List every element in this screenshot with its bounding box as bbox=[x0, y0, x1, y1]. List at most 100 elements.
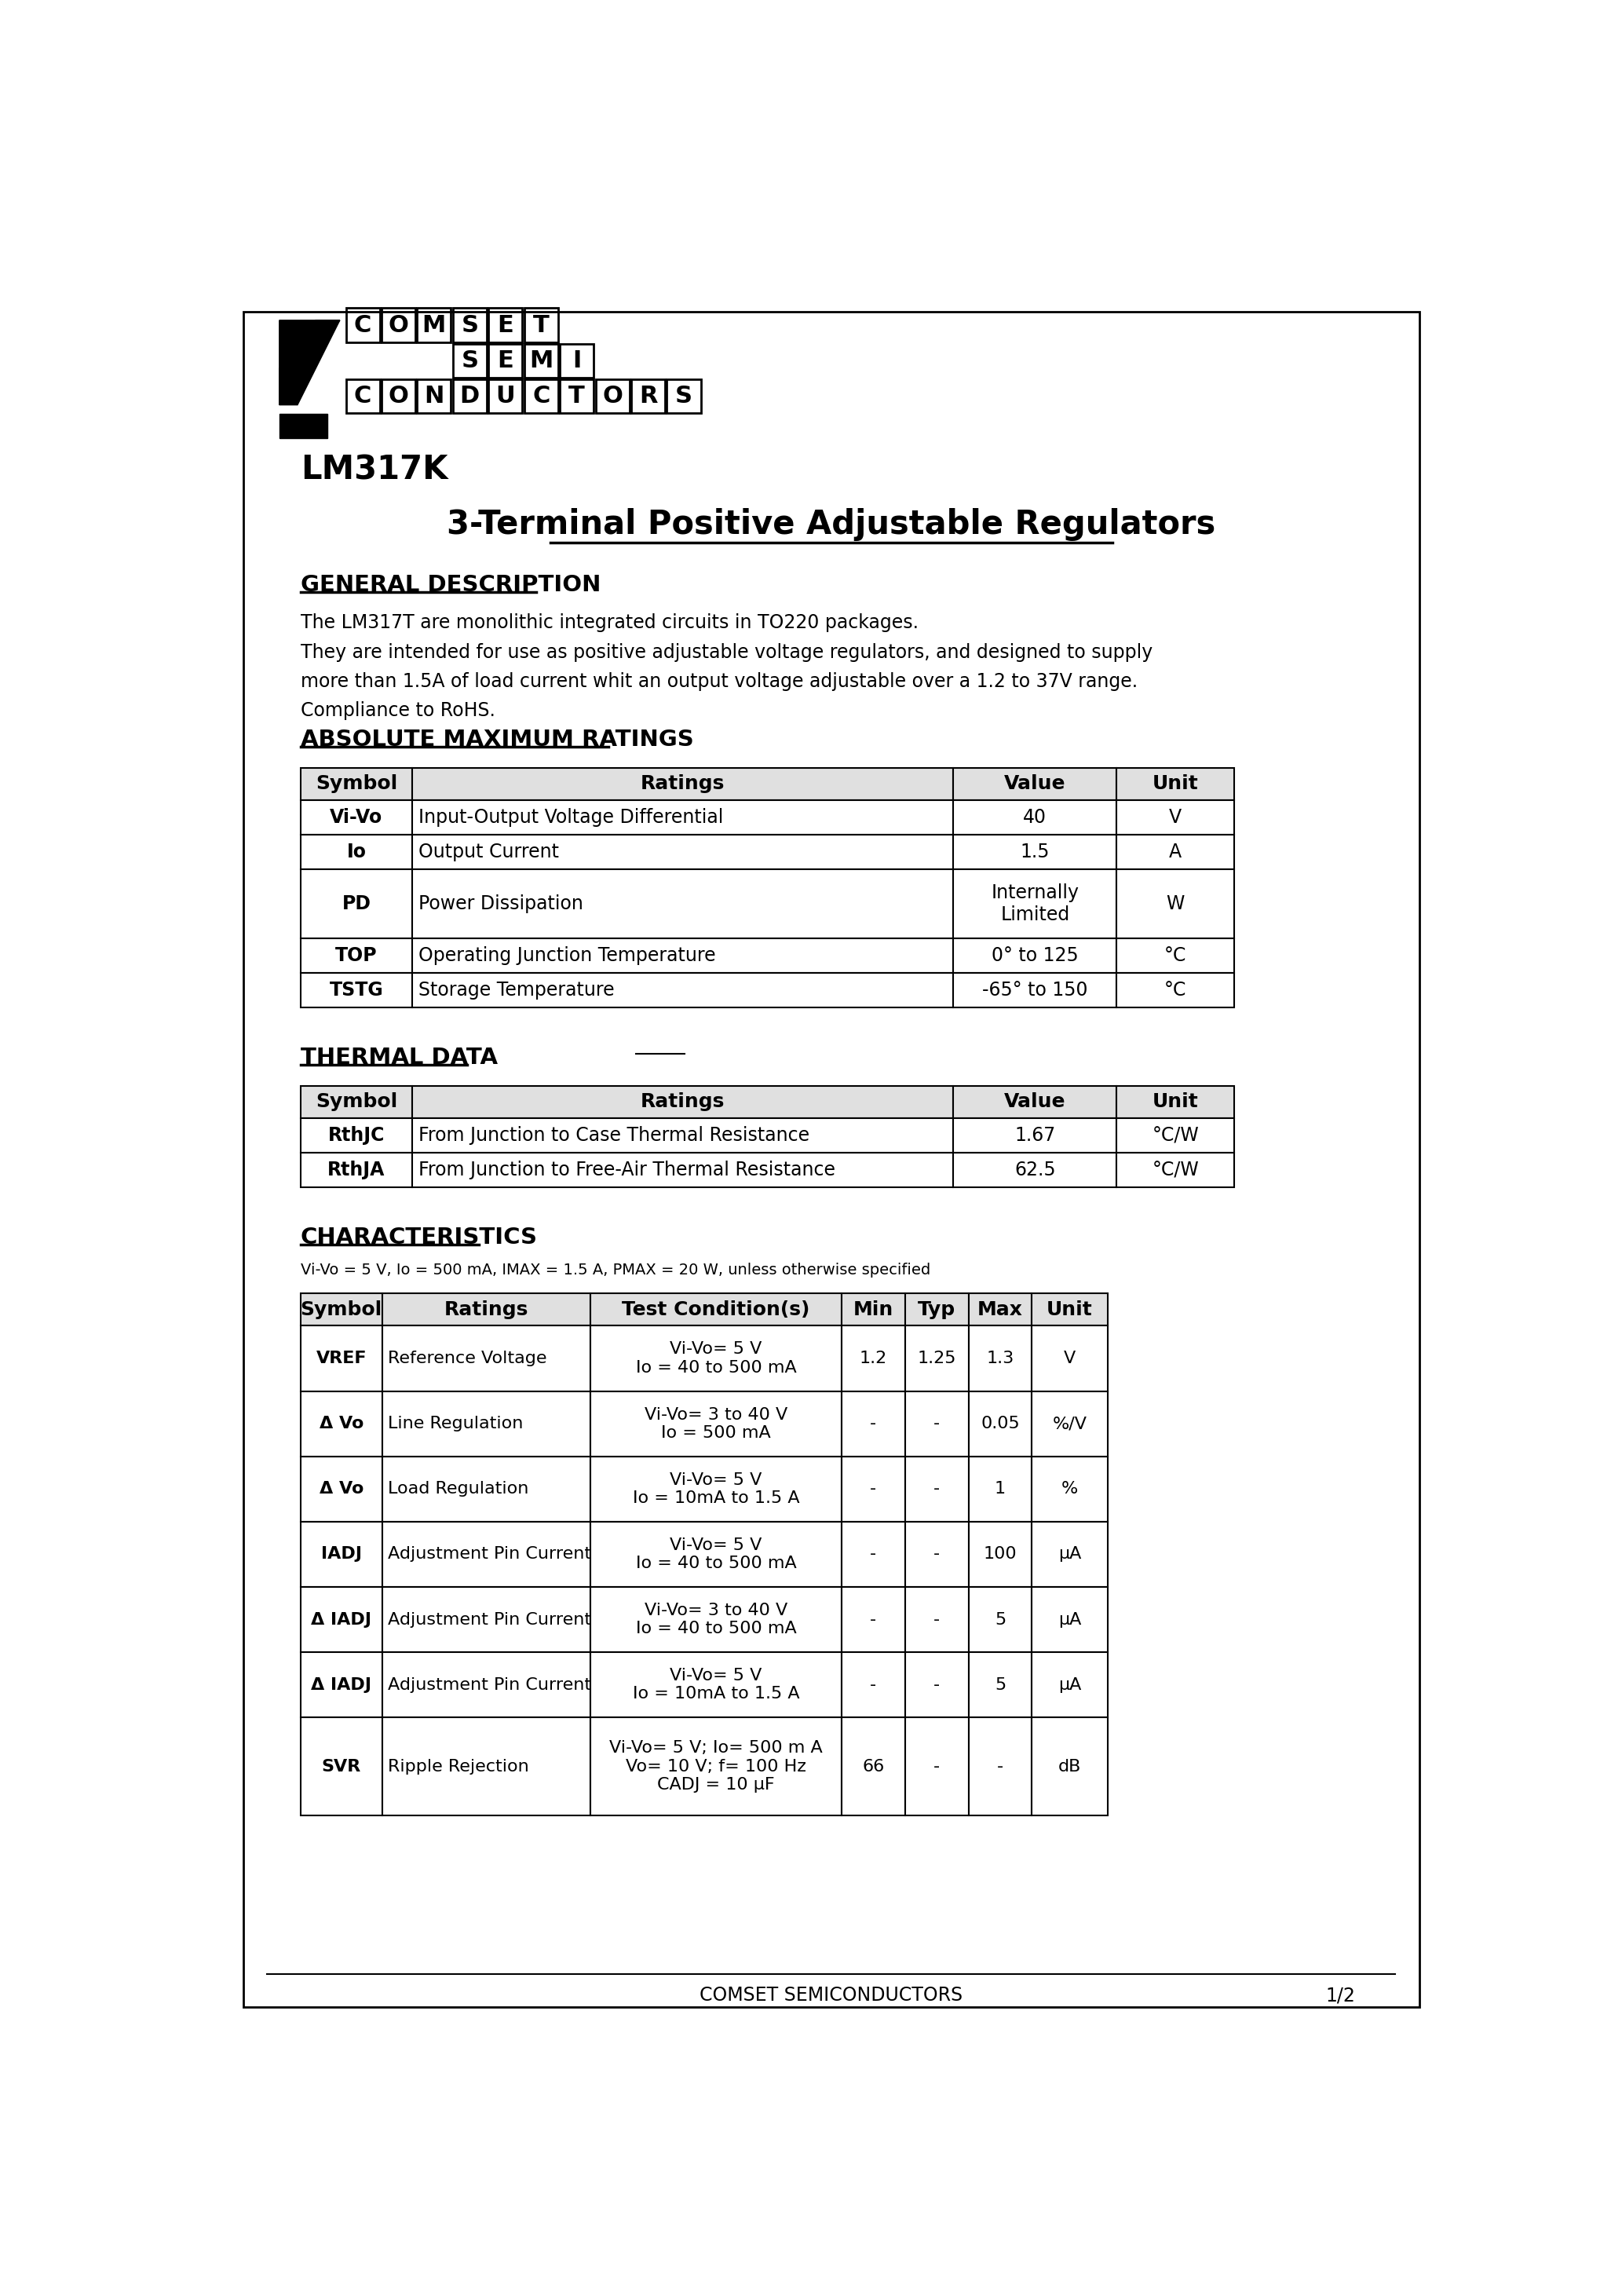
Text: COMSET SEMICONDUCTORS: COMSET SEMICONDUCTORS bbox=[699, 1986, 963, 2004]
Text: SVR: SVR bbox=[321, 1759, 362, 1775]
Bar bbox=[300, 1456, 383, 1522]
Text: Operating Junction Temperature: Operating Junction Temperature bbox=[418, 946, 715, 964]
Text: PD: PD bbox=[342, 895, 371, 914]
Text: -: - bbox=[934, 1548, 941, 1561]
Bar bbox=[453, 379, 487, 413]
Text: μA: μA bbox=[1058, 1612, 1082, 1628]
Bar bbox=[383, 1653, 590, 1717]
Text: TOP: TOP bbox=[336, 946, 378, 964]
Text: 1.67: 1.67 bbox=[1014, 1125, 1056, 1146]
Text: S: S bbox=[461, 315, 478, 338]
Bar bbox=[1116, 836, 1234, 870]
Bar bbox=[954, 1086, 1116, 1118]
Bar bbox=[412, 1153, 954, 1187]
Text: 1/2: 1/2 bbox=[1325, 1986, 1356, 2004]
Text: Δ Vo: Δ Vo bbox=[320, 1481, 363, 1497]
Bar bbox=[383, 1391, 590, 1456]
Text: Ripple Rejection: Ripple Rejection bbox=[388, 1759, 529, 1775]
Bar bbox=[300, 974, 412, 1008]
Text: Ratings: Ratings bbox=[641, 1093, 725, 1111]
Bar bbox=[412, 974, 954, 1008]
Bar bbox=[590, 1587, 842, 1653]
Text: T: T bbox=[569, 386, 586, 409]
Text: °C/W: °C/W bbox=[1152, 1125, 1199, 1146]
Text: -: - bbox=[869, 1676, 876, 1692]
Bar bbox=[590, 1293, 842, 1325]
Text: -: - bbox=[869, 1417, 876, 1430]
Bar bbox=[905, 1325, 968, 1391]
Text: °C/W: °C/W bbox=[1152, 1162, 1199, 1180]
Text: C: C bbox=[354, 386, 371, 409]
Bar bbox=[905, 1653, 968, 1717]
Text: C: C bbox=[532, 386, 550, 409]
Bar bbox=[842, 1325, 905, 1391]
Text: °C: °C bbox=[1165, 980, 1187, 999]
Text: 66: 66 bbox=[863, 1759, 884, 1775]
Text: LM317K: LM317K bbox=[300, 452, 448, 487]
Bar bbox=[1032, 1391, 1108, 1456]
Text: Adjustment Pin Current: Adjustment Pin Current bbox=[388, 1548, 592, 1561]
Text: 62.5: 62.5 bbox=[1014, 1162, 1056, 1180]
Text: C: C bbox=[354, 315, 371, 338]
Bar bbox=[300, 870, 412, 939]
Text: S: S bbox=[675, 386, 693, 409]
Bar bbox=[279, 413, 328, 439]
Text: 100: 100 bbox=[983, 1548, 1017, 1561]
Text: Vi-Vo= 3 to 40 V
Io = 40 to 500 mA: Vi-Vo= 3 to 40 V Io = 40 to 500 mA bbox=[636, 1603, 796, 1637]
Bar bbox=[300, 767, 412, 801]
Bar bbox=[968, 1456, 1032, 1522]
Text: -: - bbox=[934, 1612, 941, 1628]
Text: A: A bbox=[1169, 843, 1182, 861]
Bar bbox=[905, 1587, 968, 1653]
Text: Unit: Unit bbox=[1153, 774, 1199, 794]
Bar bbox=[631, 379, 665, 413]
Text: Vi-Vo = 5 V, Io = 500 mA, IMAX = 1.5 A, PMAX = 20 W, unless otherwise specified: Vi-Vo = 5 V, Io = 500 mA, IMAX = 1.5 A, … bbox=[300, 1263, 931, 1279]
Bar bbox=[381, 308, 415, 342]
Text: ABSOLUTE MAXIMUM RATINGS: ABSOLUTE MAXIMUM RATINGS bbox=[300, 728, 694, 751]
Text: Typ: Typ bbox=[918, 1300, 955, 1318]
Text: -: - bbox=[869, 1548, 876, 1561]
Bar bbox=[345, 308, 380, 342]
Text: Vi-Vo= 5 V; Io= 500 m A
Vo= 10 V; f= 100 Hz
CADJ = 10 μF: Vi-Vo= 5 V; Io= 500 m A Vo= 10 V; f= 100… bbox=[610, 1740, 822, 1793]
Bar bbox=[453, 308, 487, 342]
Bar bbox=[453, 344, 487, 379]
Bar bbox=[417, 308, 451, 342]
Text: %: % bbox=[1061, 1481, 1079, 1497]
Text: O: O bbox=[388, 315, 409, 338]
Text: Vi-Vo= 5 V
Io = 10mA to 1.5 A: Vi-Vo= 5 V Io = 10mA to 1.5 A bbox=[633, 1667, 800, 1701]
Bar bbox=[954, 974, 1116, 1008]
Text: T: T bbox=[534, 315, 550, 338]
Bar bbox=[842, 1293, 905, 1325]
Text: N: N bbox=[423, 386, 444, 409]
Bar bbox=[954, 939, 1116, 974]
Text: VREF: VREF bbox=[316, 1350, 367, 1366]
Text: -: - bbox=[869, 1481, 876, 1497]
Bar bbox=[300, 836, 412, 870]
Bar bbox=[300, 1522, 383, 1587]
Text: %/V: %/V bbox=[1053, 1417, 1087, 1430]
Bar bbox=[1032, 1293, 1108, 1325]
Text: -: - bbox=[869, 1612, 876, 1628]
Bar bbox=[595, 379, 629, 413]
Text: 0.05: 0.05 bbox=[981, 1417, 1020, 1430]
Text: Unit: Unit bbox=[1153, 1093, 1199, 1111]
Bar bbox=[1032, 1456, 1108, 1522]
Bar bbox=[300, 1325, 383, 1391]
Text: Load Regulation: Load Regulation bbox=[388, 1481, 529, 1497]
Text: μA: μA bbox=[1058, 1676, 1082, 1692]
Text: Vi-Vo= 3 to 40 V
Io = 500 mA: Vi-Vo= 3 to 40 V Io = 500 mA bbox=[644, 1407, 788, 1440]
Bar bbox=[300, 1118, 412, 1153]
Bar bbox=[1116, 1086, 1234, 1118]
Text: Vi-Vo= 5 V
Io = 40 to 500 mA: Vi-Vo= 5 V Io = 40 to 500 mA bbox=[636, 1341, 796, 1375]
Bar bbox=[1032, 1717, 1108, 1816]
Text: CHARACTERISTICS: CHARACTERISTICS bbox=[300, 1226, 537, 1249]
Bar bbox=[968, 1391, 1032, 1456]
Bar bbox=[954, 801, 1116, 836]
Text: 1: 1 bbox=[994, 1481, 1006, 1497]
Bar bbox=[560, 379, 594, 413]
Text: O: O bbox=[388, 386, 409, 409]
Text: Value: Value bbox=[1004, 1093, 1066, 1111]
Text: 3-Terminal Positive Adjustable Regulators: 3-Terminal Positive Adjustable Regulator… bbox=[448, 507, 1215, 540]
Text: Line Regulation: Line Regulation bbox=[388, 1417, 524, 1430]
Bar bbox=[954, 1153, 1116, 1187]
